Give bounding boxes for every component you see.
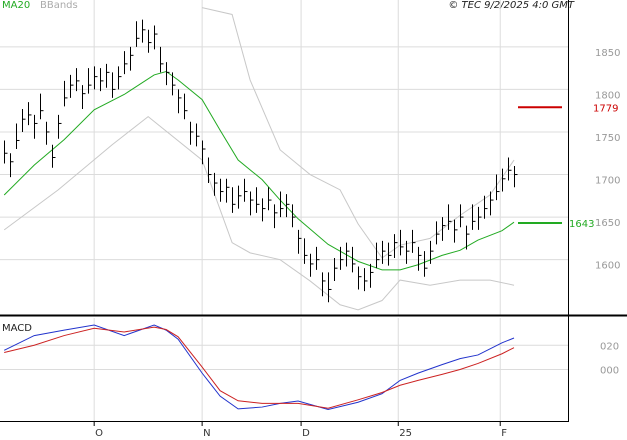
y-tick-label: 1650 bbox=[595, 218, 620, 229]
x-tick-label: 25 bbox=[399, 428, 412, 439]
y-tick-label: 1600 bbox=[595, 261, 620, 272]
bband-lower bbox=[3, 115, 515, 311]
plot-area bbox=[3, 7, 518, 311]
y-tick-label: 020 bbox=[600, 341, 619, 352]
level-label: 1643 bbox=[569, 219, 594, 230]
macd-title: MACD bbox=[2, 323, 32, 334]
y-tick-label: 1700 bbox=[595, 176, 620, 187]
legend-bbands: BBands bbox=[40, 0, 78, 11]
y-tick-label: 000 bbox=[600, 366, 619, 377]
y-tick-label: 1800 bbox=[595, 90, 620, 101]
x-tick-label: N bbox=[203, 428, 210, 439]
x-tick-label: O bbox=[95, 428, 103, 439]
y-tick-label: 1850 bbox=[595, 48, 620, 59]
macd-line bbox=[4, 326, 515, 409]
level-label: 1779 bbox=[593, 103, 618, 114]
y-tick-label: 1750 bbox=[595, 133, 620, 144]
macd-line bbox=[3, 324, 515, 411]
copyright: © TEC 9/2/2025 4:0 GMT bbox=[448, 0, 575, 11]
x-tick-label: D bbox=[302, 428, 310, 439]
ma20-line bbox=[3, 70, 515, 271]
legend-ma: MA20 bbox=[2, 0, 30, 11]
x-tick-label: F bbox=[501, 428, 507, 439]
